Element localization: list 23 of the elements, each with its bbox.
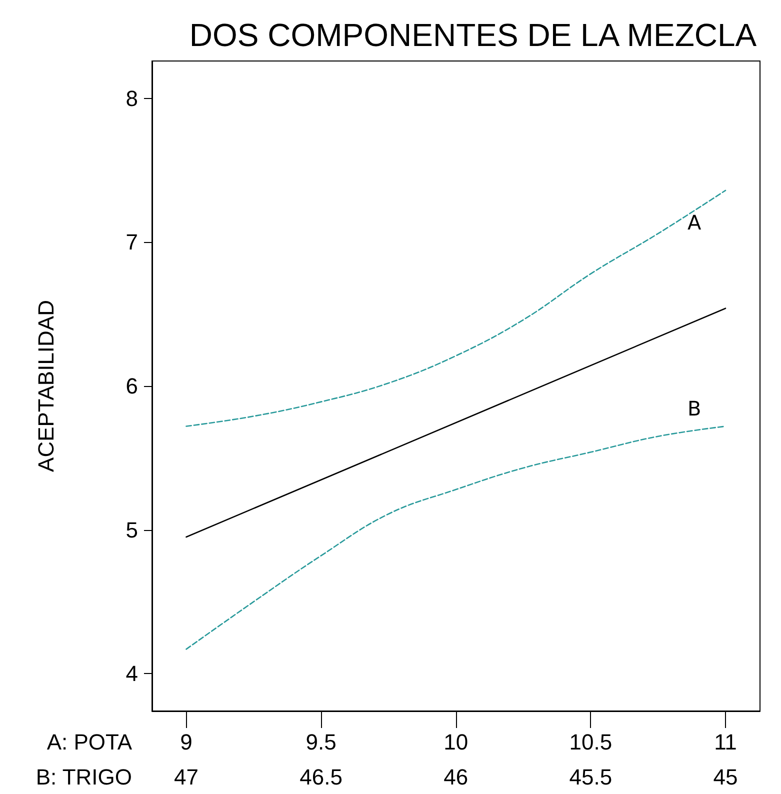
y-tick-label: 4 xyxy=(126,661,138,686)
x-tick-label: 9 xyxy=(180,730,192,754)
x2-tick-label: 47 xyxy=(174,764,198,790)
x-tick-label: 11 xyxy=(714,730,737,754)
line-series xyxy=(186,426,726,650)
y-tick-label: 8 xyxy=(126,86,138,111)
y-tick-label: 7 xyxy=(126,230,138,255)
x2-tick-label: 46.5 xyxy=(300,764,342,790)
x2-tick-label: 45.5 xyxy=(569,764,612,790)
y-tick-label: 6 xyxy=(126,374,138,398)
y-axis-title: ACEPTABILIDAD xyxy=(34,300,58,472)
x-tick-label: 10.5 xyxy=(569,730,612,754)
chart-title: DOS COMPONENTES DE LA MEZCLA xyxy=(189,17,758,53)
x2-tick-label: 45 xyxy=(713,764,738,790)
x-tick-label: 9.5 xyxy=(306,730,336,754)
x-axis-title: A: POTA xyxy=(46,730,132,754)
x-tick-label: 10 xyxy=(444,730,468,754)
y-tick-label: 5 xyxy=(126,517,138,542)
line-series xyxy=(186,190,726,427)
series-label: B xyxy=(687,396,702,420)
x2-tick-label: 46 xyxy=(444,764,468,790)
series-label: A xyxy=(687,210,702,234)
x2-axis-title: B: TRIGO xyxy=(36,764,132,790)
